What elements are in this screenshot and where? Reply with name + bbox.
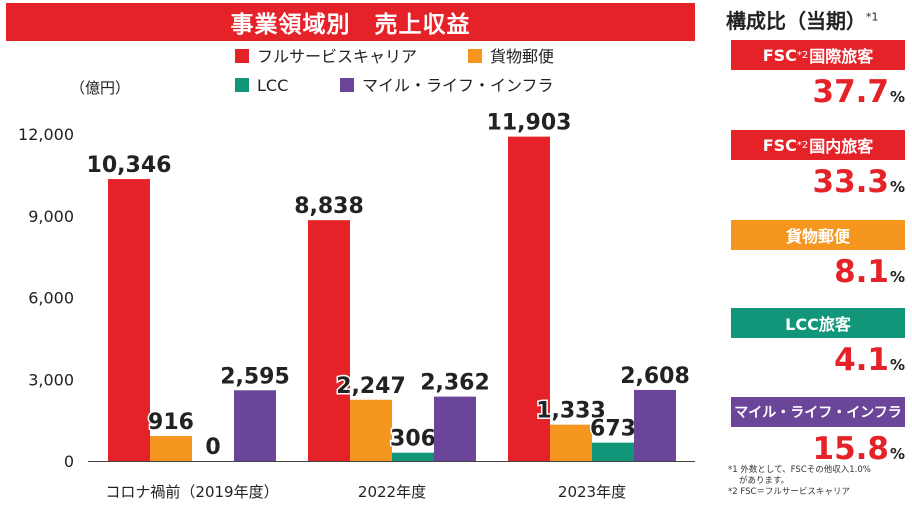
bar-貨物郵便-0 xyxy=(150,436,192,461)
composition-percent-sign: % xyxy=(889,445,905,463)
composition-title-note: *1 xyxy=(866,10,879,24)
composition-title-text: 構成比（当期） xyxy=(726,9,866,33)
data-label: 2,247 xyxy=(336,374,406,399)
data-label: 916 xyxy=(148,410,194,435)
composition-percent-sign: % xyxy=(889,88,905,106)
composition-label: マイル・ライフ・インフラ xyxy=(731,397,905,427)
bar-フルサービスキャリア-0 xyxy=(108,179,150,461)
composition-value: 15.8 xyxy=(812,431,890,467)
revenue-bar-chart: 0 3,000 6,000 9,000 12,000 （億円） 10,346 916 0 2,59… xyxy=(18,47,695,501)
data-label: 2,362 xyxy=(420,371,490,396)
bar-貨物郵便-1 xyxy=(350,399,392,461)
composition-label-text: LCC旅客 xyxy=(785,315,851,334)
y-tick-label: 6,000 xyxy=(28,289,74,308)
y-tick-label: 9,000 xyxy=(28,207,74,226)
composition-label-note: *2 xyxy=(796,139,809,151)
legend-label-0: フルサービスキャリア xyxy=(257,47,417,66)
legend-label-1: 貨物郵便 xyxy=(490,47,554,66)
legend-label-3: マイル・ライフ・インフラ xyxy=(362,76,554,95)
bar-フルサービスキャリア-1 xyxy=(308,220,350,461)
composition-label: LCC旅客 xyxy=(731,308,905,338)
bar-貨物郵便-2 xyxy=(550,424,592,461)
composition-value: 4.1 xyxy=(834,342,889,378)
composition-label: FSC *2 国際旅客 xyxy=(731,40,905,70)
bar-マイル・ライフ・インフラ-2 xyxy=(634,389,676,461)
footnote-1: *1 外数として、FSCその他収入1.0% xyxy=(728,465,871,475)
footnote-2: *2 FSC＝フルサービスキャリア xyxy=(728,487,850,497)
legend-swatch-2 xyxy=(235,78,249,92)
composition-label-text: 貨物郵便 xyxy=(785,227,850,246)
composition-label-text: マイル・ライフ・インフラ xyxy=(734,405,902,421)
data-label: 306 xyxy=(390,427,436,452)
composition-label-note: *2 xyxy=(796,49,809,61)
composition-label-text-post: 国際旅客 xyxy=(809,47,874,66)
chart-title: 事業領域別 売上収益 xyxy=(6,3,695,41)
data-label: 8,838 xyxy=(294,194,364,219)
bar-フルサービスキャリア-2 xyxy=(508,136,550,461)
footnotes: *1 外数として、FSCその他収入1.0% があります。 *2 FSC＝フルサー… xyxy=(728,465,910,498)
composition-label-text-post: 国内旅客 xyxy=(809,137,874,156)
composition-value: 37.7 xyxy=(812,74,890,110)
legend-label-2: LCC xyxy=(257,76,288,95)
data-label: 2,608 xyxy=(620,364,690,389)
x-category-label: 2023年度 xyxy=(558,483,626,501)
composition-label: 貨物郵便 xyxy=(731,220,905,250)
composition-label-text: FSC xyxy=(762,135,797,155)
legend-swatch-0 xyxy=(235,49,249,63)
data-label: 673 xyxy=(590,417,636,442)
composition-percent-sign: % xyxy=(889,268,905,286)
composition-value: 33.3 xyxy=(812,164,890,200)
bar-LCC-2 xyxy=(592,442,634,461)
x-category-label: 2022年度 xyxy=(358,483,426,501)
data-label: 2,595 xyxy=(220,364,290,389)
composition-percent-sign: % xyxy=(889,356,905,374)
composition-percent-sign: % xyxy=(889,178,905,196)
composition-value: 8.1 xyxy=(834,254,889,290)
bar-マイル・ライフ・インフラ-0 xyxy=(234,390,276,461)
data-label: 1,333 xyxy=(536,399,606,424)
data-label: 0 xyxy=(205,435,220,460)
y-tick-label: 12,000 xyxy=(18,125,74,144)
y-tick-label: 3,000 xyxy=(28,370,74,389)
composition-title: 構成比（当期）*1 xyxy=(726,5,879,34)
legend-swatch-1 xyxy=(468,49,482,63)
composition-panel: 構成比（当期）*1 FSC *2 国際旅客 37.7% FSC *2 国内旅客 33.3% 貨物… xyxy=(720,0,912,510)
data-label: 11,903 xyxy=(487,111,572,136)
y-tick-label: 0 xyxy=(64,452,74,471)
bar-マイル・ライフ・インフラ-1 xyxy=(434,396,476,461)
bar-LCC-1 xyxy=(392,452,434,461)
footnote-1-cont: があります。 xyxy=(739,476,790,486)
data-label: 10,346 xyxy=(87,153,172,178)
legend-swatch-3 xyxy=(340,78,354,92)
x-category-label: コロナ禍前（2019年度） xyxy=(105,483,278,501)
composition-label-text: FSC xyxy=(762,45,797,65)
y-axis-unit-label: （億円） xyxy=(70,79,130,97)
composition-label: FSC *2 国内旅客 xyxy=(731,130,905,160)
